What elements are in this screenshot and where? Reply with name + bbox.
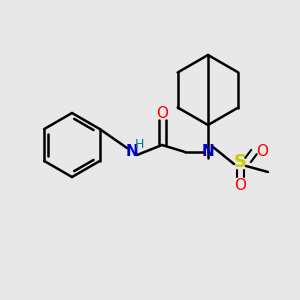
Text: N: N (126, 145, 138, 160)
Text: S: S (233, 153, 247, 171)
Text: N: N (202, 145, 214, 160)
Text: O: O (156, 106, 168, 121)
Text: O: O (256, 145, 268, 160)
Text: O: O (234, 178, 246, 193)
Text: H: H (134, 137, 144, 151)
